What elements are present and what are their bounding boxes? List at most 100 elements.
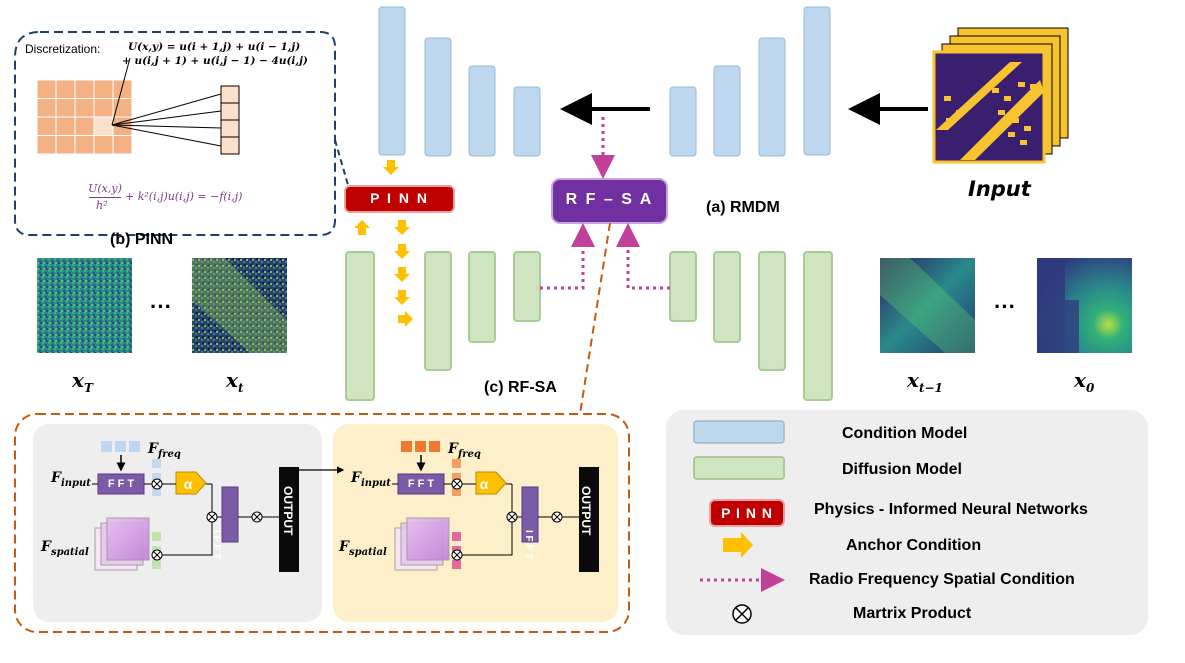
- output-block: [279, 467, 299, 572]
- freq-token: [115, 441, 126, 452]
- pinn-eq-rest: + k²(i,j)u(i,j) = −f(i,j): [125, 190, 243, 203]
- equation-line-1: U(x,y) = u(i + 1,j) + u(i − 1,j): [128, 41, 301, 53]
- legend-anchor-label: Anchor Condition: [846, 537, 982, 554]
- feature-token: [452, 532, 461, 541]
- input-building-block: [1004, 96, 1011, 101]
- input-building-block: [998, 110, 1005, 115]
- unit2-output-label: OUTPUT: [579, 486, 593, 536]
- freq-token: [101, 441, 112, 452]
- pinn-grid-cell: [36, 135, 57, 155]
- diffusion-model-decoder: [669, 251, 833, 401]
- pinn-callout-connector: [334, 139, 349, 186]
- pinn-eq-numerator: U(x,y): [88, 182, 122, 195]
- unit2-fft-label: F F T: [407, 478, 435, 490]
- legend-diffusion-label: Diffusion Model: [842, 461, 962, 478]
- legend-rf-label: Radio Frequency Spatial Condition: [809, 571, 1075, 588]
- unit1-output-label: OUTPUT: [281, 486, 295, 536]
- legend-panel: [666, 410, 1148, 635]
- legend-product-icon: [732, 604, 752, 624]
- pinn-grid-cell: [93, 135, 114, 155]
- unit1-fft-label: F F T: [107, 478, 135, 490]
- unit2-f-spatial: Fspatial: [339, 539, 387, 558]
- input-building-block: [992, 88, 999, 93]
- unit1-f-freq: Ffreq: [148, 441, 181, 460]
- feature-token: [152, 473, 161, 482]
- pinn-grid-cell: [93, 116, 114, 136]
- freq-token: [429, 441, 440, 452]
- pinn-block: [344, 185, 455, 213]
- rmdm-title: (a) RMDM: [706, 199, 780, 216]
- input-building-block: [1012, 118, 1019, 123]
- pinn-grid-cell: [36, 79, 57, 99]
- label-x0: x0: [1074, 368, 1095, 395]
- feature-token: [452, 560, 461, 569]
- ifft-block: [221, 486, 239, 543]
- pinn-title: (b) PINN: [110, 231, 174, 248]
- freq-token: [415, 441, 426, 452]
- input-building-block: [1016, 104, 1023, 109]
- alpha-gate: [475, 471, 507, 495]
- pinn-grid-cell: [74, 79, 95, 99]
- unit2-f-freq: Ffreq: [448, 441, 481, 460]
- feature-token: [152, 560, 161, 569]
- pinn-grid-cell: [36, 98, 57, 118]
- input-building-block: [956, 110, 963, 115]
- pinn-grid-cell: [93, 98, 114, 118]
- sample-image-xt: [192, 258, 287, 353]
- pinn-callout: [14, 31, 349, 236]
- unit1-f-spatial: Fspatial: [41, 539, 89, 558]
- matrix-product-icon: [551, 511, 563, 523]
- rfsa-units: [92, 441, 599, 572]
- ellipsis-left: ···: [150, 294, 172, 319]
- connector-line: [462, 522, 513, 556]
- pinn-grid-cell: [112, 79, 133, 99]
- spatial-feature-layer: [406, 517, 450, 561]
- unit1-alpha-label: α: [183, 476, 193, 492]
- legend-pinn-icon-label: P I N N: [721, 505, 773, 521]
- pinn-eq-denominator: h²: [96, 199, 108, 212]
- pinn-grid-cell: [55, 135, 76, 155]
- unit2-alpha-label: α: [479, 476, 489, 492]
- connector-line: [162, 522, 213, 556]
- input-building-block: [1018, 82, 1025, 87]
- legend-anchor-arrow-icon: [723, 532, 753, 558]
- rfsa-detail-connector: [579, 222, 611, 415]
- matrix-product-icon: [451, 478, 463, 490]
- legend-product-label: Martrix Product: [853, 605, 972, 622]
- sample-image-xT: [37, 258, 132, 353]
- input-map-stack: [932, 27, 1069, 164]
- anchor-arrow-icon: [383, 160, 399, 175]
- feature-token: [152, 487, 161, 496]
- rfsa-block-label: R F – S A: [565, 191, 654, 208]
- diffusion-model-encoder: [345, 251, 541, 401]
- anchor-arrow-icon: [394, 267, 410, 282]
- output-block: [579, 467, 599, 572]
- pinn-grid-cell: [93, 79, 114, 99]
- input-label: Input: [968, 177, 1031, 201]
- pinn-grid-cell: [74, 116, 95, 136]
- pinn-grid-cell: [55, 79, 76, 99]
- rfsa-title: (c) RF-SA: [484, 379, 557, 396]
- unit1-ifft-label: I F F T: [211, 530, 222, 560]
- input-building-block: [1020, 140, 1027, 145]
- matrix-product-icon: [206, 511, 218, 523]
- ifft-block: [521, 486, 539, 543]
- pinn-grid-cell: [112, 135, 133, 155]
- pinn-grid-cell: [55, 98, 76, 118]
- condition-model-encoder-left: [378, 6, 541, 157]
- input-building-block: [946, 118, 953, 123]
- matrix-product-icon: [506, 511, 518, 523]
- sample-images: [37, 258, 1132, 353]
- input-building-block: [1024, 126, 1031, 131]
- pinn-grid-cell: [36, 116, 57, 136]
- legend-diffusion-swatch: [693, 456, 785, 480]
- label-xt-minus-1: xt−1: [907, 368, 943, 395]
- equation-line-2: + u(i,j + 1) + u(i,j − 1) − 4u(i,j): [122, 55, 308, 67]
- matrix-product-icon: [151, 549, 163, 561]
- alpha-gate: [175, 471, 207, 495]
- label-xT: xT: [72, 368, 93, 395]
- sample-image-xt-minus-1: [880, 258, 975, 353]
- anchor-condition-arrows: [354, 160, 413, 327]
